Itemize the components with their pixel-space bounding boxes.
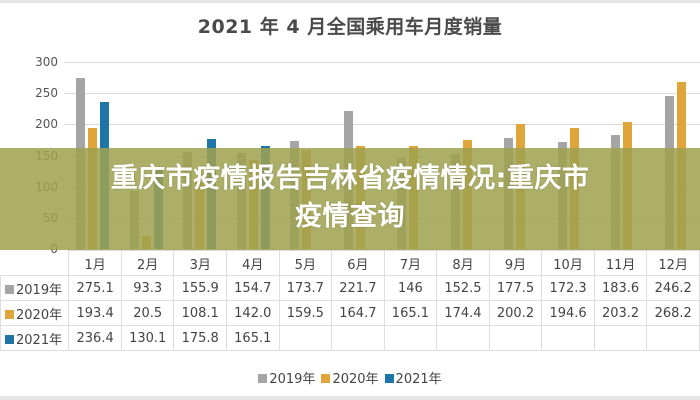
chart-title: 2021 年 4 月全国乘用车月度销量 xyxy=(197,16,503,38)
table-cell: 200.2 xyxy=(488,300,543,326)
table-cell: 173.7 xyxy=(278,275,333,301)
y-tick-label: 200 xyxy=(35,117,58,131)
table-cell xyxy=(278,325,333,351)
caption-line-2: 疫情查询 xyxy=(295,201,405,232)
table-cell: 175.8 xyxy=(173,325,227,351)
table-row: 2019年 275.1 93.3 155.9 154.7 173.7 221.7 146 152… xyxy=(0,275,700,301)
table-cell: 275.1 xyxy=(68,275,122,301)
table-header-month: 11月 xyxy=(593,250,648,276)
table-cell xyxy=(488,325,543,351)
table-row: 2020年 193.4 20.5 108.1 142.0 159.5 164.7 165.1 1… xyxy=(0,300,700,326)
table-cell: 183.6 xyxy=(593,275,648,301)
table-cell: 221.7 xyxy=(331,275,385,301)
series-swatch-icon xyxy=(5,284,14,294)
table-cell: 193.4 xyxy=(68,300,122,326)
table-cell: 203.2 xyxy=(593,300,648,326)
table-cell xyxy=(646,325,700,351)
table-header-month: 1月 xyxy=(68,250,122,276)
table-cell: 154.7 xyxy=(226,275,280,301)
table-cell: 164.7 xyxy=(331,300,385,326)
table-cell: 174.4 xyxy=(436,300,490,326)
table-cell: 142.0 xyxy=(226,300,280,326)
legend-item: 2020年 xyxy=(321,372,379,387)
table-header-month: 9月 xyxy=(488,250,543,276)
table-cell: 152.5 xyxy=(436,275,490,301)
chart-legend: 2019年 2020年 2021年 xyxy=(0,368,700,387)
series-swatch-icon xyxy=(5,334,14,344)
table-row-label: 2020年 xyxy=(0,300,70,326)
table-cell xyxy=(436,325,490,351)
table-cell xyxy=(331,325,385,351)
caption-overlay-text: 重庆市疫情报告吉林省疫情情况:重庆市 疫情查询 xyxy=(0,160,700,236)
table-cell xyxy=(383,325,438,351)
table-cell: 194.6 xyxy=(541,300,595,326)
table-cell: 165.1 xyxy=(383,300,438,326)
table-row-label: 2021年 xyxy=(0,325,70,351)
y-tick-label: 300 xyxy=(35,55,58,69)
data-table: 1月 2月 3月 4月 5月 6月 7月 8月 9月 10月 11月 12月 2019年 275.1 93.… xyxy=(0,250,700,351)
table-cell: 268.2 xyxy=(646,300,700,326)
top-border xyxy=(0,0,700,3)
table-cell: 20.5 xyxy=(120,300,175,326)
caption-overlay-band xyxy=(0,148,700,250)
table-cell xyxy=(541,325,595,351)
table-cell: 177.5 xyxy=(488,275,543,301)
table-cell: 108.1 xyxy=(173,300,227,326)
y-tick-label: 250 xyxy=(35,86,58,100)
table-header-month: 3月 xyxy=(173,250,227,276)
table-cell: 165.1 xyxy=(226,325,280,351)
legend-item: 2021年 xyxy=(384,372,442,387)
table-header-month: 4月 xyxy=(226,250,280,276)
legend-swatch-icon xyxy=(258,374,268,383)
table-cell: 130.1 xyxy=(120,325,175,351)
caption-line-1: 重庆市疫情报告吉林省疫情情况:重庆市 xyxy=(110,163,590,194)
bottom-border xyxy=(0,396,700,400)
gridline xyxy=(64,124,700,125)
table-row-label: 2019年 xyxy=(0,275,70,301)
table-cell: 246.2 xyxy=(646,275,700,301)
table-header-month: 7月 xyxy=(383,250,438,276)
series-swatch-icon xyxy=(5,309,14,319)
gridline xyxy=(64,62,700,63)
table-row: 2021年 236.4 130.1 175.8 165.1 xyxy=(0,325,700,351)
table-cell: 159.5 xyxy=(278,300,333,326)
legend-swatch-icon xyxy=(384,374,394,383)
table-cell: 172.3 xyxy=(541,275,595,301)
table-cell: 93.3 xyxy=(120,275,175,301)
table-header-month: 5月 xyxy=(278,250,333,276)
table-cell: 155.9 xyxy=(173,275,227,301)
table-cell: 236.4 xyxy=(68,325,122,351)
table-cell: 146 xyxy=(383,275,438,301)
legend-item: 2019年 xyxy=(258,372,315,387)
table-cell xyxy=(593,325,648,351)
table-header-month: 8月 xyxy=(436,250,490,276)
table-corner xyxy=(0,250,70,276)
table-header-month: 12月 xyxy=(646,250,700,276)
table-header-month: 6月 xyxy=(331,250,385,276)
table-header-month: 10月 xyxy=(541,250,595,276)
table-header-month: 2月 xyxy=(120,250,175,276)
legend-swatch-icon xyxy=(321,374,331,383)
gridline xyxy=(64,93,700,94)
